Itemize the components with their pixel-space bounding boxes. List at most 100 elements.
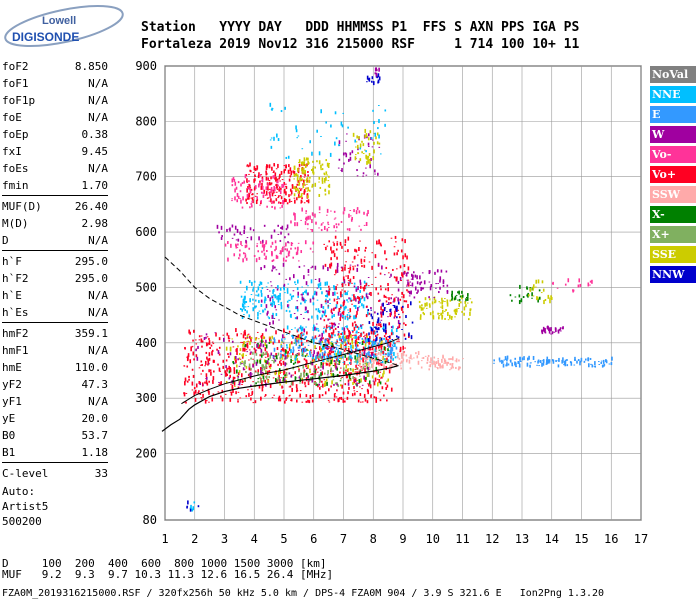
echo-point xyxy=(526,287,529,290)
echo-point xyxy=(311,265,314,268)
echo-point xyxy=(341,267,344,272)
echo-point xyxy=(380,325,383,327)
echo-point xyxy=(237,375,239,378)
echo-point xyxy=(299,189,302,192)
echo-point xyxy=(306,339,308,342)
echo-point xyxy=(375,326,377,330)
echo-point xyxy=(375,370,378,373)
echo-point xyxy=(353,380,355,384)
echo-point xyxy=(235,328,237,333)
echo-point xyxy=(333,210,336,213)
echo-point xyxy=(243,341,246,343)
echo-point xyxy=(232,177,235,181)
echo-point xyxy=(363,336,365,338)
echo-point xyxy=(275,313,278,317)
echo-point xyxy=(409,281,411,283)
echo-point xyxy=(268,317,271,320)
echo-point xyxy=(304,336,307,340)
echo-point xyxy=(256,343,258,348)
echo-point xyxy=(382,373,384,378)
echo-point xyxy=(285,376,288,378)
echo-point xyxy=(259,354,262,357)
echo-point xyxy=(546,356,549,360)
echo-point xyxy=(367,145,370,147)
echo-point xyxy=(362,339,364,342)
echo-point xyxy=(432,315,435,320)
echo-point xyxy=(328,318,331,320)
echo-point xyxy=(404,253,407,258)
echo-point xyxy=(544,298,547,301)
echo-point xyxy=(249,189,252,194)
echo-point xyxy=(300,188,303,190)
echo-point xyxy=(274,305,277,309)
echo-point xyxy=(358,335,361,337)
echo-point xyxy=(466,302,469,304)
echo-point xyxy=(353,377,356,379)
echo-point xyxy=(279,252,281,254)
echo-point xyxy=(335,346,338,350)
echo-point xyxy=(296,354,298,357)
echo-point xyxy=(367,369,370,373)
echo-point xyxy=(375,396,377,400)
echo-point xyxy=(542,288,545,292)
echo-point xyxy=(330,257,332,261)
echo-point xyxy=(426,302,428,307)
echo-point xyxy=(354,341,357,344)
echo-point xyxy=(257,175,260,179)
echo-point xyxy=(300,333,303,338)
echo-point xyxy=(297,167,300,170)
echo-point xyxy=(395,346,398,350)
echo-point xyxy=(260,342,262,347)
echo-point xyxy=(255,200,258,205)
echo-point xyxy=(205,342,208,347)
echo-point xyxy=(328,325,330,327)
echo-point xyxy=(440,313,442,316)
echo-point xyxy=(231,184,234,187)
echo-point xyxy=(379,299,381,302)
echo-point xyxy=(324,309,327,314)
echo-point xyxy=(345,369,347,372)
echo-point xyxy=(368,332,370,336)
echo-point xyxy=(330,308,333,311)
echo-point xyxy=(518,363,521,368)
echo-point xyxy=(311,183,314,187)
echo-point xyxy=(436,366,438,368)
echo-point xyxy=(354,335,357,339)
echo-point xyxy=(255,361,258,366)
echo-point xyxy=(337,331,340,333)
echo-point xyxy=(265,255,267,260)
echo-point xyxy=(378,391,381,393)
echo-point xyxy=(370,313,373,317)
echo-point xyxy=(401,296,403,298)
echo-point xyxy=(282,348,285,352)
echo-point xyxy=(249,353,252,355)
echo-point xyxy=(298,327,301,329)
echo-point xyxy=(548,330,551,334)
echo-point xyxy=(294,339,297,342)
echo-point xyxy=(580,357,583,361)
echo-point xyxy=(346,375,349,379)
echo-point xyxy=(252,303,254,305)
echo-point xyxy=(297,291,299,296)
echo-point xyxy=(519,361,522,363)
echo-point xyxy=(382,311,385,316)
echo-point xyxy=(290,381,293,386)
echo-point xyxy=(458,302,461,307)
echo-point xyxy=(417,360,420,365)
echo-point xyxy=(243,305,245,310)
echo-point xyxy=(330,341,332,345)
echo-point xyxy=(277,163,279,168)
echo-point xyxy=(258,344,261,349)
echo-point xyxy=(281,339,283,343)
echo-point xyxy=(356,175,359,177)
echo-point xyxy=(355,364,357,368)
echo-point xyxy=(335,365,337,370)
echo-point xyxy=(382,302,384,307)
echo-point xyxy=(360,262,363,264)
echo-point xyxy=(321,180,324,184)
echo-point xyxy=(310,373,312,375)
echo-point xyxy=(589,280,592,283)
echo-point xyxy=(329,152,332,157)
echo-point xyxy=(309,370,311,374)
echo-point xyxy=(229,352,232,356)
